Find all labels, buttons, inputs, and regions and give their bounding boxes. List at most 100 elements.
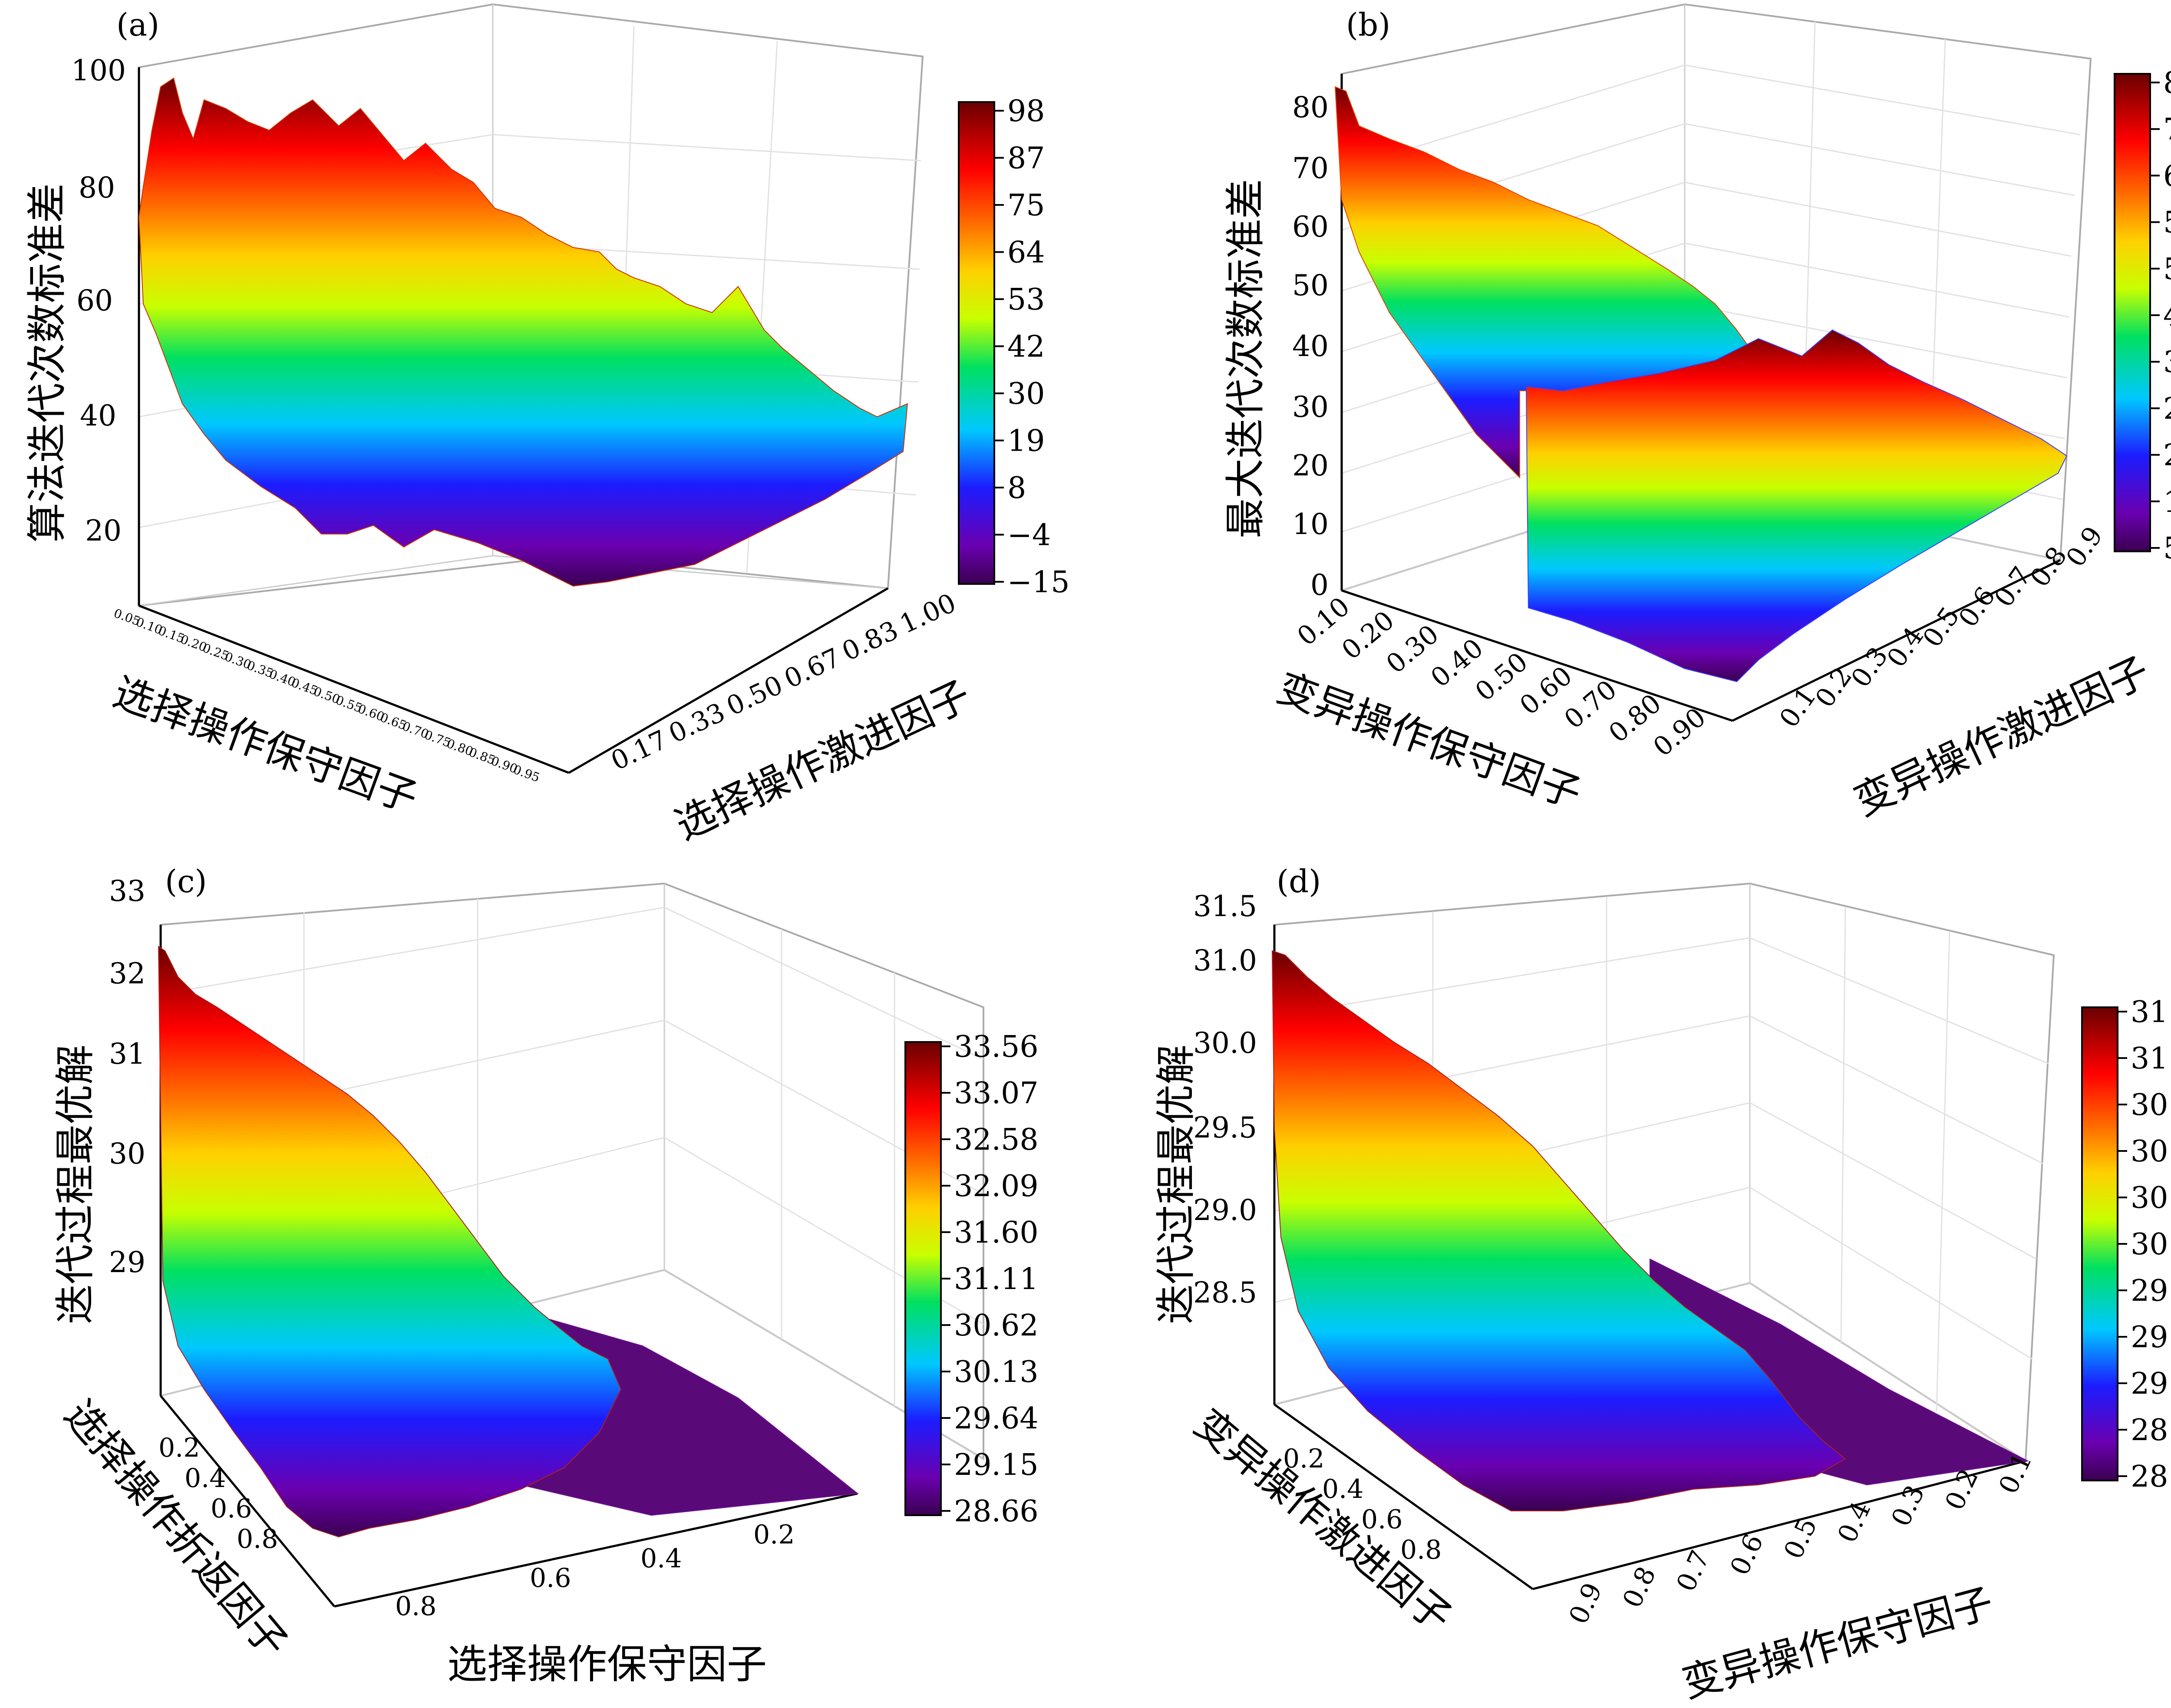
axis-tick-label: 0.5 (1778, 1513, 1823, 1563)
panel-c-letter: (c) (165, 863, 207, 900)
y-tick: 0.8 (237, 1524, 278, 1554)
colorbar-tick-label: 75 (2163, 112, 2171, 147)
colorbar-tick-label: 28.66 (2131, 1460, 2171, 1494)
z-tick: 40 (80, 399, 116, 432)
colorbar-tick-label: 29.82 (2131, 1274, 2171, 1308)
axis-tick-label: 1.00 (895, 588, 961, 640)
x-tick: 0.6 (530, 1563, 571, 1593)
panel-b-z-label: 最大迭代次数标准差 (1222, 179, 1269, 538)
panel-a-colorbar (958, 101, 995, 585)
panel-b-surface-plane (1525, 329, 2068, 683)
colorbar-tick-label: 98 (1007, 94, 1045, 129)
z-tick: 33 (109, 874, 145, 908)
colorbar-tick-label: 28.66 (954, 1494, 1039, 1529)
panel-a-y-ticks: 0.170.330.500.670.831.00 (607, 588, 961, 777)
panel-d: (d) 28.5 29.0 29.5 30.0 31.0 31.5 迭代过程最优… (1153, 863, 2171, 1707)
panel-a: (a) 100 80 60 40 20 算法迭代次数标准差 0.050.100.… (24, 3, 1070, 849)
z-tick: 100 (71, 54, 126, 87)
x-tick: 0.8 (395, 1591, 436, 1622)
panel-c-x-ticks: 0.8 0.6 0.4 0.2 (395, 1520, 795, 1622)
panel-d-surface (1271, 950, 1846, 1511)
panel-c-colorbar-ticks: 33.56 33.07 32.58 32.09 31.60 31.11 30.62 30.13… (941, 1030, 1039, 1529)
z-tick: 30.0 (1193, 1026, 1257, 1060)
colorbar-tick-label: 33.56 (954, 1030, 1039, 1064)
colorbar-tick-label: 31.11 (954, 1262, 1039, 1296)
z-tick: 40 (1292, 330, 1329, 363)
axis-tick-label: 0.83 (838, 615, 903, 667)
z-tick: 60 (1292, 210, 1329, 244)
colorbar-tick-label: 5 (2163, 531, 2171, 566)
panel-b-letter: (b) (1346, 7, 1390, 43)
colorbar-tick-label: 44 (2163, 299, 2171, 333)
colorbar-tick-label: 29.24 (2131, 1367, 2171, 1401)
axis-tick-label: 0.95 (511, 762, 542, 785)
colorbar-tick-label: 30.13 (954, 1355, 1039, 1389)
panel-d-z-label: 迭代过程最优解 (1153, 1045, 1199, 1324)
y-tick: 0.8 (1400, 1535, 1442, 1565)
panel-a-x-axis (139, 604, 569, 774)
colorbar-tick-label: 30.12 (2131, 1227, 2171, 1262)
panel-c-z-label: 迭代过程最优解 (52, 1045, 99, 1324)
z-tick: 31.0 (1193, 944, 1257, 977)
panel-b-y-label: 变异操作激进因子 (1847, 648, 2156, 825)
panel-d-z-ticks: 28.5 29.0 29.5 30.0 31.0 31.5 (1193, 890, 1257, 1309)
panel-a-x-label: 选择操作保守因子 (107, 669, 423, 821)
colorbar-tick-label: 67 (2163, 159, 2171, 193)
z-tick: 28.5 (1193, 1276, 1257, 1309)
panel-a-z-ticks: 100 80 60 40 20 (71, 54, 126, 547)
panel-a-floor-edge (139, 555, 493, 607)
z-tick: 60 (76, 284, 113, 317)
colorbar-tick-label: 53 (1007, 283, 1045, 317)
panel-d-y-axis (1274, 1403, 1534, 1590)
axis-tick-label: 0.4 (1832, 1497, 1877, 1547)
colorbar-tick-label: 32.09 (954, 1169, 1039, 1204)
panel-a-x-ticks: 0.050.100.150.200.250.300.350.400.450.50… (112, 606, 542, 785)
panel-a-surface (138, 77, 908, 587)
colorbar-tick-label: 32.58 (954, 1123, 1039, 1157)
panel-a-colorbar-ticks: 98 87 75 64 53 42 30 19 8 −4 −15 (994, 94, 1070, 600)
colorbar-tick-label: 30.62 (954, 1309, 1039, 1343)
y-tick: 0.6 (1361, 1504, 1402, 1535)
panel-c-x-axis (334, 1492, 858, 1608)
panel-a-y-axis (568, 587, 889, 774)
z-tick: 70 (1292, 152, 1329, 185)
z-tick: 10 (1292, 508, 1329, 541)
axis-tick-label: 0.67 (780, 643, 845, 695)
colorbar-tick-label: 36 (2163, 345, 2171, 379)
colorbar-tick-label: 19 (1007, 424, 1045, 458)
y-tick: 0.6 (211, 1494, 252, 1524)
z-tick: 32 (109, 957, 145, 990)
axis-tick-label: 0.8 (1617, 1562, 1662, 1612)
colorbar-tick-label: 29.53 (2131, 1320, 2171, 1355)
y-tick: 0.2 (158, 1433, 200, 1463)
panel-a-z-label: 算法迭代次数标准差 (24, 183, 70, 543)
panel-c-y-axis (160, 1395, 335, 1607)
panel-d-x-axis (1532, 1460, 2026, 1590)
x-tick: 0.4 (640, 1543, 682, 1574)
z-tick: 50 (1292, 269, 1329, 302)
panel-b: (b) 0 10 20 30 40 50 60 70 (1222, 3, 2171, 825)
colorbar-tick-label: 29.15 (954, 1448, 1039, 1482)
panel-b-y-axis (1732, 559, 2061, 722)
colorbar-tick-label: 75 (1007, 188, 1045, 223)
panel-b-colorbar-ticks: 83 75 67 59 52 44 36 28 21 13 5 (2150, 66, 2171, 566)
colorbar-tick-label: 30.99 (2131, 1088, 2171, 1122)
colorbar-tick-label: −15 (1007, 565, 1070, 600)
colorbar-tick-label: 30.70 (2131, 1134, 2171, 1169)
y-tick: 0.4 (1322, 1474, 1363, 1504)
z-tick: 30 (109, 1137, 145, 1171)
colorbar-tick-label: 30.41 (2131, 1181, 2171, 1215)
y-tick: 0.4 (185, 1463, 226, 1494)
panel-c-surface (158, 946, 622, 1538)
colorbar-tick-label: 31.57 (2131, 995, 2171, 1029)
panel-d-x-label: 变异操作保守因子 (1677, 1579, 1998, 1707)
colorbar-tick-label: 64 (1007, 236, 1045, 270)
z-tick: 29 (109, 1246, 145, 1279)
colorbar-tick-label: 52 (2163, 252, 2171, 287)
x-tick: 0.2 (753, 1520, 795, 1550)
panel-d-letter: (d) (1277, 863, 1321, 900)
colorbar-tick-label: 28 (2163, 392, 2171, 426)
y-tick: 0.2 (1283, 1444, 1324, 1474)
colorbar-tick-label: 33.07 (954, 1076, 1039, 1111)
